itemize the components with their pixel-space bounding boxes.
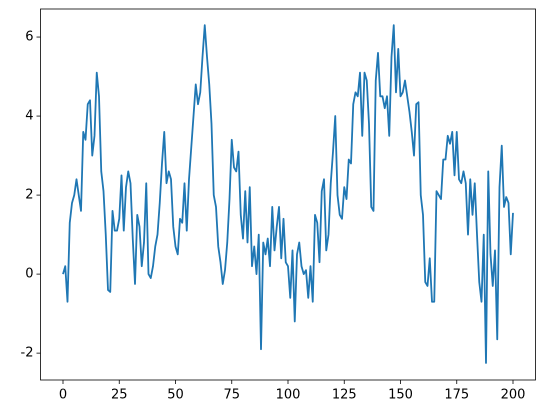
x-tick-label: 200 xyxy=(501,388,526,403)
y-tick-label: 6 xyxy=(25,30,33,45)
y-tick-label: 2 xyxy=(25,188,33,203)
x-tick-label: 0 xyxy=(59,388,67,403)
data-line xyxy=(62,24,514,364)
x-tick-label: 125 xyxy=(332,388,357,403)
plot-area xyxy=(40,9,536,380)
y-tick-label: 4 xyxy=(25,109,33,124)
axes-frame xyxy=(40,8,536,381)
x-tick-label: 75 xyxy=(223,388,240,403)
x-tick-label: 150 xyxy=(388,388,413,403)
y-tick-label: -2 xyxy=(21,346,34,361)
x-tick-label: 175 xyxy=(444,388,469,403)
x-tick-label: 50 xyxy=(167,388,184,403)
x-tick-label: 25 xyxy=(111,388,128,403)
x-tick-label: 100 xyxy=(276,388,301,403)
y-tick-label: 0 xyxy=(25,267,33,282)
